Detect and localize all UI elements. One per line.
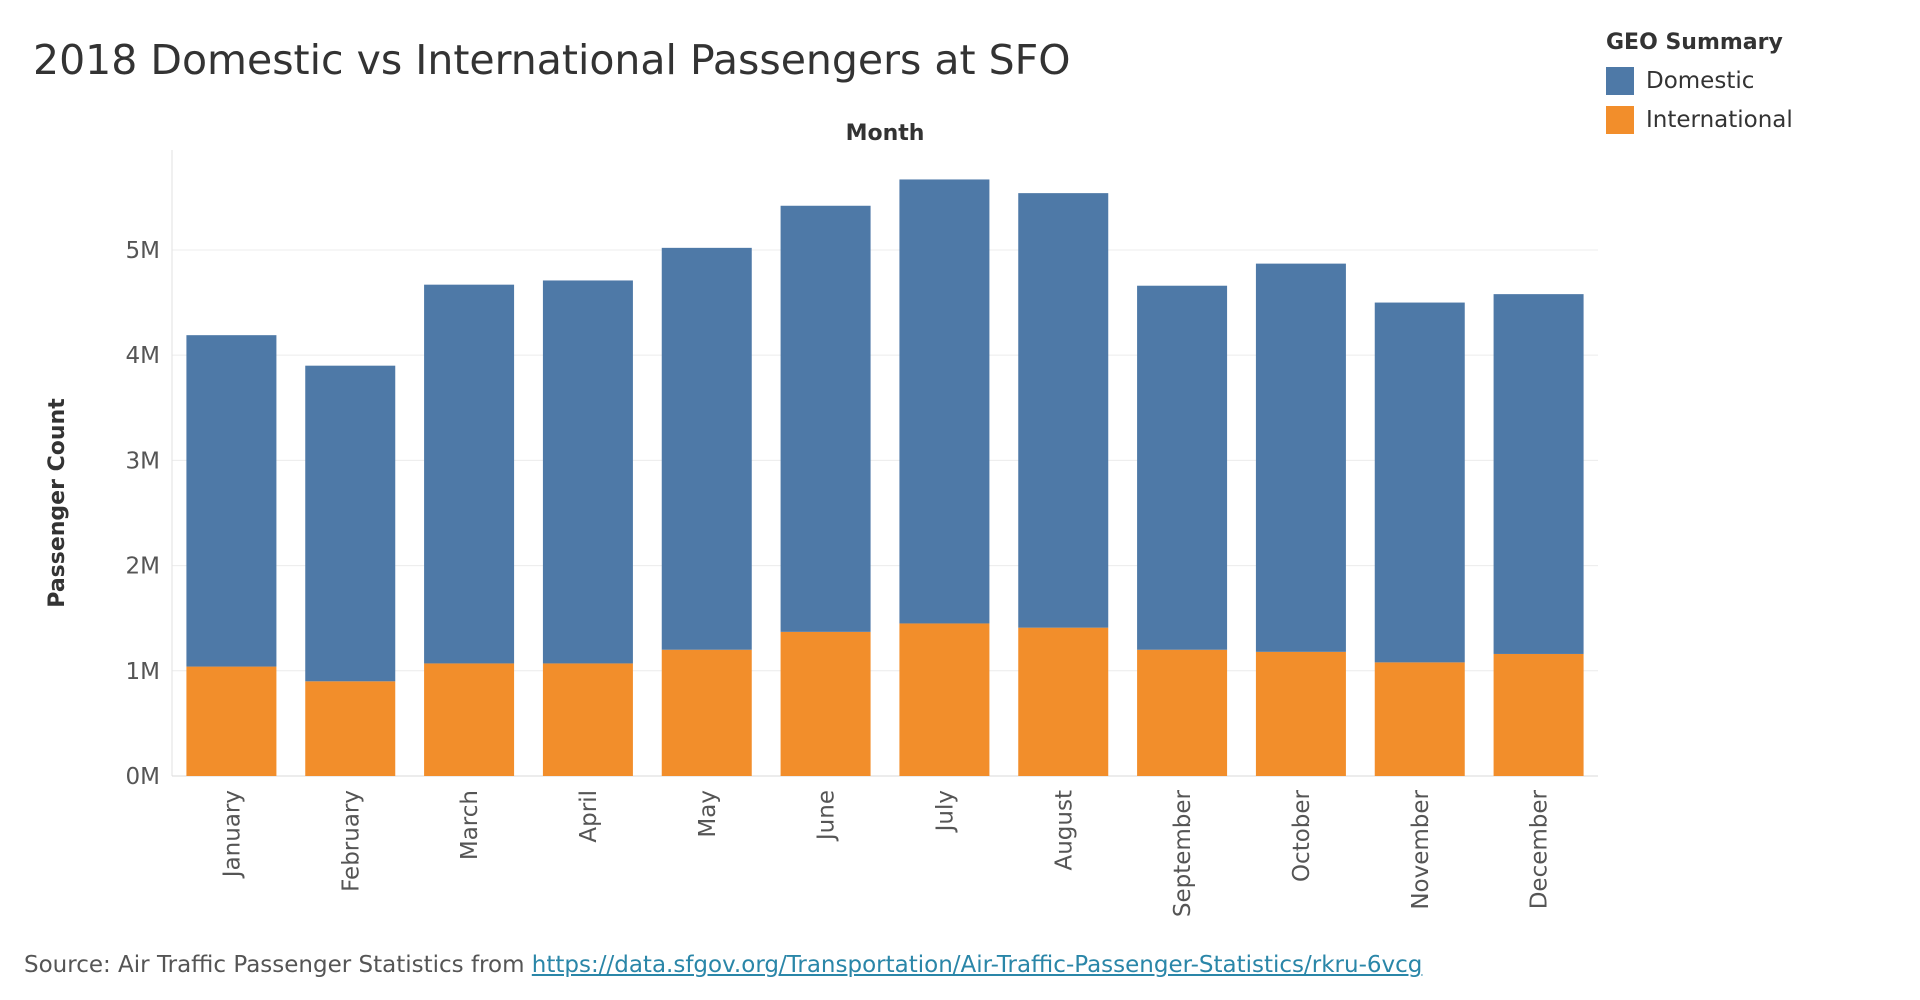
x-tick-label: November [1408,789,1434,909]
legend-swatch-international [1606,105,1634,134]
x-tick-label: August [1051,790,1077,871]
bar-international-august [1018,627,1109,776]
bar-domestic-june [780,205,871,632]
bar-domestic-february [305,365,396,682]
bar-domestic-january [186,335,277,667]
bar-domestic-july [899,179,990,624]
bar-domestic-march [424,284,515,664]
legend-item-domestic[interactable]: Domestic [1606,61,1906,100]
x-tick-label: October [1289,789,1315,882]
bar-international-december [1493,653,1584,776]
chart-title: 2018 Domestic vs International Passenger… [33,36,1071,84]
legend-swatch-domestic [1606,66,1634,95]
bar-international-november [1374,662,1465,776]
bar-international-july [899,623,990,776]
x-tick-label: February [338,790,364,892]
bar-domestic-november [1374,302,1465,663]
y-tick-label: 3M [126,448,160,474]
bar-international-october [1255,651,1346,776]
y-tick-label: 5M [126,238,160,264]
source-prefix: Source: Air Traffic Passenger Statistics… [24,952,532,978]
y-tick-label: 1M [126,659,160,685]
bar-domestic-april [542,280,633,664]
bar-international-june [780,631,871,776]
bar-domestic-august [1018,193,1109,628]
bar-domestic-may [661,247,752,650]
bar-international-march [424,663,515,776]
x-tick-label: March [457,790,483,860]
bar-domestic-december [1493,294,1584,654]
bar-international-january [186,666,277,776]
bar-domestic-september [1137,285,1228,650]
x-tick-label: December [1527,789,1553,909]
y-tick-label: 2M [126,554,160,580]
bar-domestic-october [1255,263,1346,652]
x-tick-label: April [576,790,602,843]
x-axis-label: Month [846,121,925,146]
legend: GEO Summary Domestic International [1606,30,1906,139]
source-note: Source: Air Traffic Passenger Statistics… [24,952,1422,978]
bar-international-september [1137,649,1228,776]
bar-international-april [542,663,633,776]
x-tick-label: June [814,790,840,842]
x-tick-label: July [932,790,958,833]
y-axis-label: Passenger Count [45,398,70,608]
legend-item-international[interactable]: International [1606,100,1906,139]
x-tick-label: September [1170,789,1196,917]
y-tick-label: 0M [126,764,160,790]
legend-label-international: International [1646,106,1793,133]
bar-international-february [305,681,396,776]
legend-title: GEO Summary [1606,30,1783,55]
source-link[interactable]: https://data.sfgov.org/Transportation/Ai… [531,952,1423,978]
y-tick-label: 4M [126,343,160,369]
x-tick-label: January [219,790,245,879]
x-tick-label: May [695,790,721,838]
bar-international-may [661,649,752,776]
legend-label-domestic: Domestic [1646,67,1755,94]
